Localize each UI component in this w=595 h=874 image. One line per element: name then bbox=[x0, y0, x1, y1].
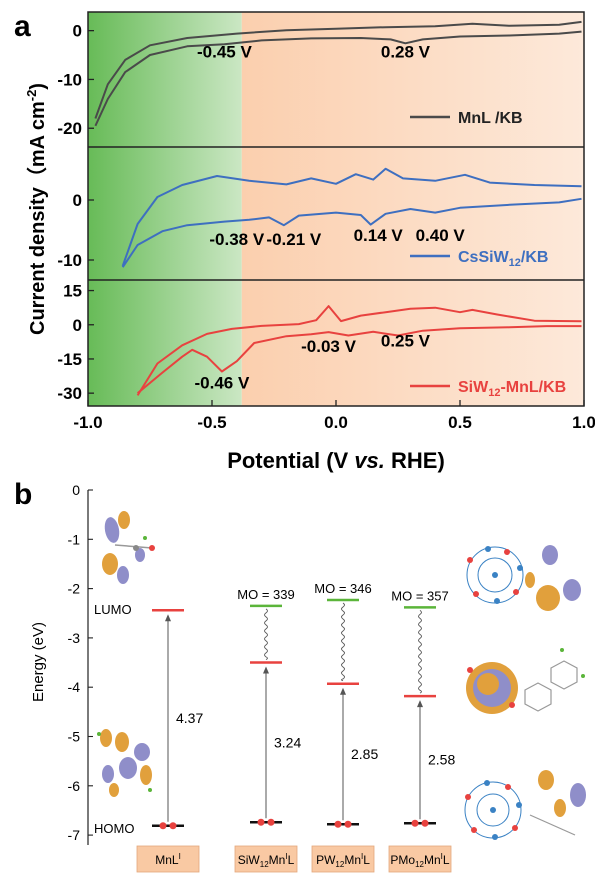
green-region bbox=[88, 12, 242, 406]
energy-column-4: 2.58 MO = 357 PMo12MnIL bbox=[388, 588, 455, 873]
mo-lumo-wave bbox=[418, 609, 422, 694]
electron bbox=[344, 820, 352, 828]
compound-label-box bbox=[234, 845, 298, 873]
cv-subplot-3: 15 0 -15 -30 -0.03 V 0.25 V -0.46 V SiW12-MnL/K… bbox=[57, 282, 582, 403]
mo-label: MO = 346 bbox=[314, 581, 371, 596]
panel-a-label: a bbox=[14, 10, 31, 43]
x-axis-label: Potential (V vs. RHE) bbox=[227, 448, 445, 473]
compound-label: PW12MnIL bbox=[316, 852, 370, 869]
electron bbox=[257, 818, 265, 826]
x-tick-label: 0.5 bbox=[448, 413, 472, 432]
peak-annotation: 0.25 V bbox=[381, 331, 431, 350]
energy-column-3: 2.85 MO = 346 PW12MnIL bbox=[311, 581, 378, 873]
compound-label: MnLI bbox=[155, 852, 181, 867]
gap-value: 4.37 bbox=[176, 710, 203, 726]
legend-label: SiW12-MnL/KB bbox=[458, 379, 566, 399]
x-tick-label: 1.0 bbox=[572, 413, 595, 432]
cv-subplot-1: 0 -10 -20 -0.45 V 0.28 V MnL /KB bbox=[57, 20, 582, 138]
energy-tick-label: -6 bbox=[68, 778, 81, 794]
energy-tick-label: -5 bbox=[68, 729, 81, 745]
polyoxometalate-orbital-image-1 bbox=[466, 545, 581, 611]
y-tick-label: 0 bbox=[73, 22, 82, 41]
y-tick-label: 0 bbox=[73, 191, 82, 210]
peak-annotation: 0.14 V bbox=[354, 226, 404, 245]
x-tick-label: 0.0 bbox=[324, 413, 348, 432]
energy-columns: 4.37 MnLI 3.24 MO = 339 SiW12MnIL 2.85 MO = 34… bbox=[136, 581, 455, 873]
y-tick-label: -10 bbox=[57, 70, 82, 89]
x-axis-ticks: -1.0 -0.5 0.0 0.5 1.0 bbox=[73, 400, 595, 432]
mo-label: MO = 357 bbox=[391, 588, 448, 603]
peak-annotation: 0.28 V bbox=[381, 42, 431, 61]
energy-tick-label: -2 bbox=[68, 581, 81, 597]
mo-lumo-wave bbox=[264, 608, 268, 660]
electron bbox=[159, 822, 167, 830]
peak-annotation: -0.38 V bbox=[209, 230, 264, 249]
gap-arrowhead bbox=[165, 614, 171, 622]
y-tick-label: -20 bbox=[57, 119, 82, 138]
compound-label-box bbox=[311, 845, 375, 873]
y-tick-label: 15 bbox=[63, 282, 82, 301]
compound-label: SiW12MnIL bbox=[238, 852, 295, 869]
energy-level-panel: 0 -1 -2 -3 -4 -5 -6 -7 Energy (eV) LUMO HOMO 4.… bbox=[30, 482, 586, 873]
gap-value: 3.24 bbox=[274, 734, 301, 750]
peak-annotation: -0.45 V bbox=[197, 42, 252, 61]
polyoxometalate-orbital-image-3 bbox=[464, 770, 586, 840]
y-axis-label: Current density（mA cm-2) bbox=[24, 83, 49, 335]
lumo-side-label: LUMO bbox=[94, 602, 132, 617]
energy-tick-label: -1 bbox=[68, 531, 81, 547]
gap-arrowhead bbox=[263, 666, 269, 674]
compound-label: PMo12MnIL bbox=[390, 852, 450, 869]
cv-subplot-2: 0 -10 -0.38 V -0.21 V 0.14 V 0.40 V CsSiW12/KB bbox=[57, 167, 582, 270]
homo-side-label: HOMO bbox=[94, 821, 134, 836]
gap-arrowhead bbox=[340, 687, 346, 695]
energy-column-2: 3.24 MO = 339 SiW12MnIL bbox=[234, 587, 301, 873]
energy-axis-ticks: 0 -1 -2 -3 -4 -5 -6 -7 bbox=[68, 482, 93, 843]
energy-tick-label: 0 bbox=[72, 482, 80, 498]
cv-curve-anodic bbox=[136, 305, 582, 396]
cv-curve-anodic bbox=[121, 167, 582, 267]
gap-arrowhead bbox=[417, 700, 423, 708]
peak-annotation: -0.46 V bbox=[195, 374, 250, 393]
compound-label-box bbox=[136, 845, 200, 873]
cv-curve-anodic bbox=[94, 20, 582, 119]
electron bbox=[267, 818, 275, 826]
cv-curve-cathodic bbox=[136, 325, 582, 394]
peak-annotation: -0.21 V bbox=[266, 230, 321, 249]
electron bbox=[169, 822, 177, 830]
energy-tick-label: -7 bbox=[68, 827, 81, 843]
lumo-orbital-image bbox=[102, 511, 155, 584]
compound-label-box bbox=[388, 845, 452, 873]
gap-value: 2.85 bbox=[351, 746, 378, 762]
y-tick-label: -10 bbox=[57, 251, 82, 270]
legend-label: MnL /KB bbox=[458, 110, 523, 127]
homo-orbital-image bbox=[97, 729, 152, 797]
electron bbox=[411, 819, 419, 827]
gap-value: 2.58 bbox=[428, 752, 455, 768]
y-tick-label: 0 bbox=[73, 316, 82, 335]
peak-annotation: -0.03 V bbox=[301, 337, 356, 356]
x-tick-label: -1.0 bbox=[73, 413, 102, 432]
cv-curve-cathodic bbox=[121, 197, 582, 268]
cv-curve-cathodic bbox=[94, 30, 582, 127]
mo-label: MO = 339 bbox=[237, 587, 294, 602]
energy-axis-label: Energy (eV) bbox=[30, 622, 47, 702]
panel-b-label: b bbox=[14, 478, 32, 511]
energy-column-1: 4.37 MnLI bbox=[136, 609, 203, 873]
y-tick-label: -15 bbox=[57, 350, 82, 369]
electron bbox=[334, 820, 342, 828]
energy-tick-label: -4 bbox=[68, 679, 81, 695]
legend-label: CsSiW12/KB bbox=[458, 249, 548, 269]
y-tick-label: -30 bbox=[57, 384, 82, 403]
polyoxometalate-orbital-image-2 bbox=[466, 648, 585, 714]
energy-tick-label: -3 bbox=[68, 630, 81, 646]
peak-annotation: 0.40 V bbox=[416, 226, 466, 245]
electron bbox=[421, 819, 429, 827]
mo-lumo-wave bbox=[341, 602, 345, 682]
x-tick-label: -0.5 bbox=[197, 413, 226, 432]
